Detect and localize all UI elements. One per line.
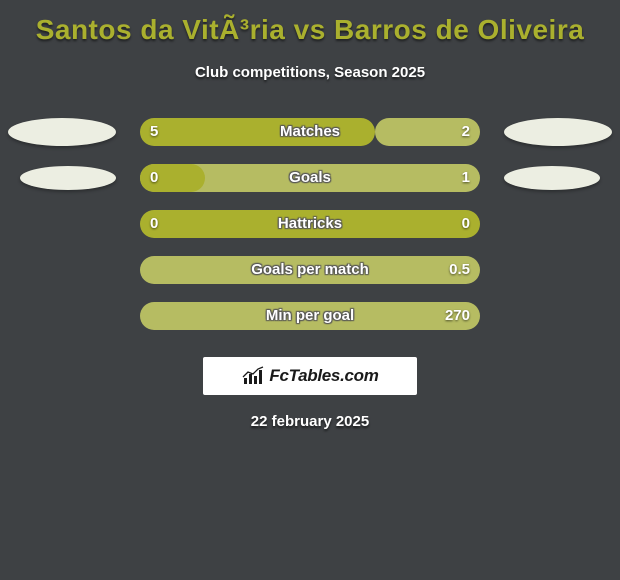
page-title: Santos da VitÃ³ria vs Barros de Oliveira — [0, 0, 620, 46]
stat-value-left: 0 — [150, 164, 158, 192]
stats-area: 52Matches01Goals00Hattricks0.5Goals per … — [0, 111, 620, 341]
stat-value-right: 0 — [462, 210, 470, 238]
stat-value-right: 2 — [462, 118, 470, 146]
player-right-badge — [504, 166, 600, 190]
stat-value-right: 270 — [445, 302, 470, 330]
stat-value-right: 1 — [462, 164, 470, 192]
stat-row: 270Min per goal — [0, 295, 620, 341]
player-left-badge — [20, 166, 116, 190]
stat-bar: 00Hattricks — [140, 210, 480, 238]
stat-row: 52Matches — [0, 111, 620, 157]
branding-text: FcTables.com — [269, 366, 378, 386]
stat-bar-right — [140, 302, 480, 330]
stat-value-left: 0 — [150, 210, 158, 238]
comparison-card: Santos da VitÃ³ria vs Barros de Oliveira… — [0, 0, 620, 430]
stat-bar: 52Matches — [140, 118, 480, 146]
stat-bar: 0.5Goals per match — [140, 256, 480, 284]
branding-badge[interactable]: FcTables.com — [203, 357, 417, 395]
stat-bar-right — [140, 256, 480, 284]
stat-row: 01Goals — [0, 157, 620, 203]
player-left-badge — [8, 118, 116, 146]
stat-bar-left — [140, 118, 375, 146]
stat-row: 0.5Goals per match — [0, 249, 620, 295]
stat-bar: 01Goals — [140, 164, 480, 192]
stat-row: 00Hattricks — [0, 203, 620, 249]
stat-value-right: 0.5 — [449, 256, 470, 284]
stat-bar: 270Min per goal — [140, 302, 480, 330]
player-right-badge — [504, 118, 612, 146]
subtitle: Club competitions, Season 2025 — [0, 64, 620, 81]
stat-value-left: 5 — [150, 118, 158, 146]
date-label: 22 february 2025 — [0, 413, 620, 430]
stat-bar-left — [140, 210, 480, 238]
chart-icon — [241, 366, 265, 386]
